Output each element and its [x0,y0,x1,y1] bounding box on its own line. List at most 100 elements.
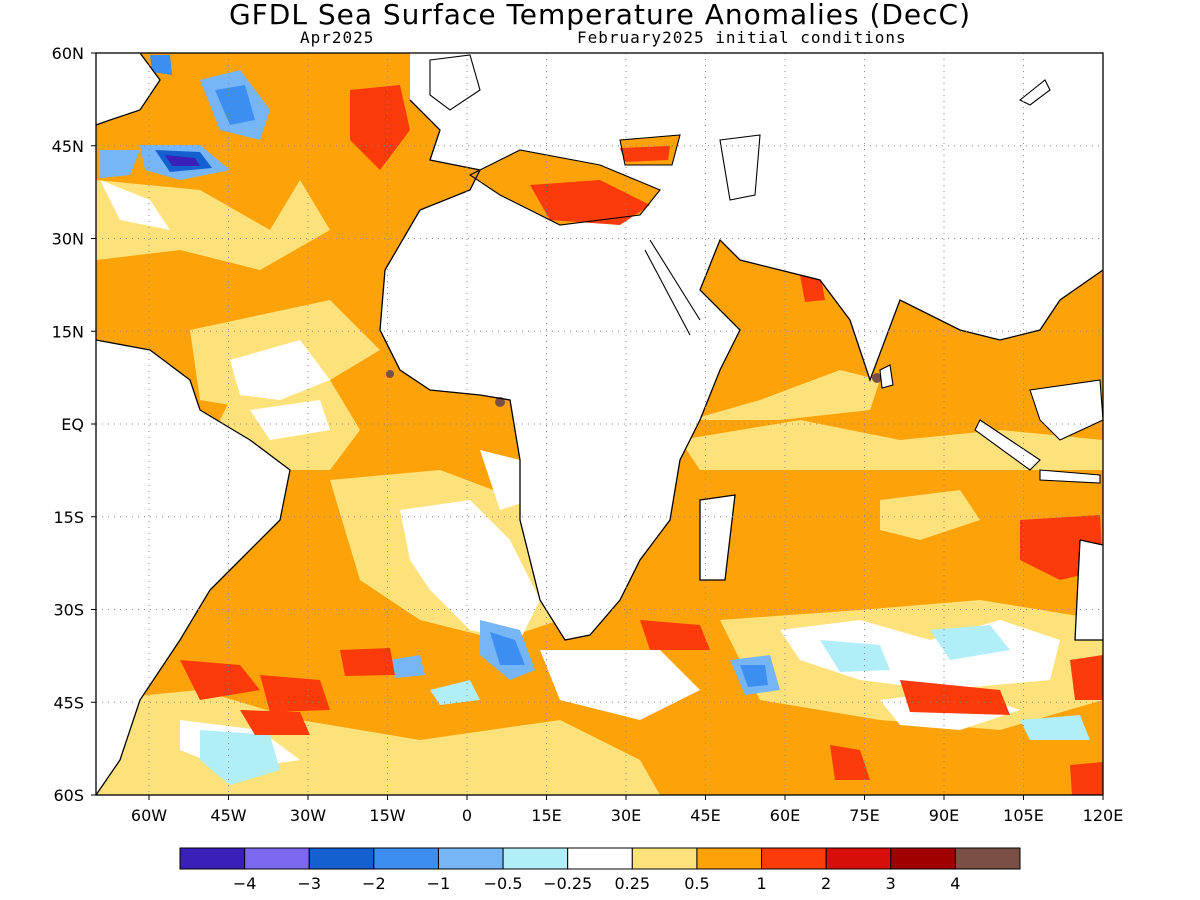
colorbar-label: −0.5 [484,874,523,893]
cold-anomaly [390,655,425,678]
lat-tick-label: 60N [52,44,84,63]
colorbar-swatch [502,847,569,870]
land-java [1039,469,1101,484]
land-sri-lanka [879,364,894,389]
colorbar-swatch [890,847,956,870]
lon-tick-label: 45W [210,806,246,825]
land-japan [1018,79,1051,106]
colorbar-label: −1 [427,874,451,893]
colorbar-label: 2 [821,874,831,893]
lat-tick-label: EQ [61,415,84,434]
neutral-zone [480,450,530,510]
colorbar-label: −0.25 [543,874,592,893]
warm-anomaly [900,680,1010,715]
colorbar-swatch [825,847,892,870]
longitude-axis: 60W 45W 30W 15W 0 15E 30E 45E 60E 75E 90E 105E 120E [131,795,1123,825]
lat-tick-label: 30S [53,601,84,620]
lat-tick-label: 45N [52,137,84,156]
colorbar-swatch [954,847,1021,870]
colorbar-swatch [631,847,698,870]
cold-anomaly [740,665,768,687]
colorbar-swatch [373,847,439,870]
weak-negative-zone [430,680,480,705]
lon-tick-label: 75E [849,806,879,825]
warm-anomaly [350,85,410,170]
lon-tick-label: 90E [929,806,959,825]
warm-anomaly [240,710,310,735]
coastline-mediterranean [468,149,661,226]
initial-conditions-label: February2025 initial conditions [577,28,907,47]
warm-anomaly [180,660,260,700]
colorbar-label: 1 [756,874,766,893]
extreme-anomaly [495,397,505,407]
colorbar-swatch [179,847,246,870]
warm-anomaly [1070,762,1103,795]
weak-negative-zone [820,640,890,672]
lon-tick-label: 45E [690,806,720,825]
colorbar-label: 0.5 [684,874,709,893]
land-britain [429,54,481,111]
lon-tick-label: 60E [770,806,800,825]
cold-anomaly [490,632,525,665]
lat-tick-label: 15N [52,322,84,341]
land-south-america [96,340,290,795]
colorbar-label: 3 [886,874,896,893]
neutral-zone [400,500,540,640]
lon-tick-label: 30E [611,806,641,825]
lat-tick-label: 45S [53,693,84,712]
cold-anomaly [100,150,140,178]
lon-tick-label: 0 [462,806,472,825]
neutral-zone [230,340,330,400]
coastline-africa-asia [379,99,1103,641]
map-grid [96,53,1103,795]
weak-negative-zone [200,730,280,785]
extreme-anomaly [872,373,882,383]
lon-tick-label: 15E [531,806,561,825]
land-north-america [96,53,160,125]
land-sumatra [974,419,1041,471]
cold-anomaly [165,155,200,166]
lon-tick-label: 60W [131,806,167,825]
lon-tick-label: 105E [1003,806,1044,825]
land-australia [1075,540,1103,640]
weak-negative-zone [1020,715,1090,740]
forecast-month-label: Apr2025 [300,28,375,47]
mediterranean-warm [530,180,650,225]
land-borneo [1029,379,1103,441]
neutral-zone [250,400,330,440]
colorbar-swatch [437,847,504,870]
colorbar-label: 4 [950,874,960,893]
coastline-black-sea [619,134,681,166]
red-sea-land [645,240,700,335]
anomaly-field [96,53,1103,795]
light-anomaly-zone [96,180,330,270]
lon-tick-label: 120E [1083,806,1124,825]
colorbar: −4 −3 −2 −1 −0.5 −0.25 0.25 0.5 1 2 3 4 [179,847,1021,893]
coastline-south-america [96,339,291,795]
warm-anomaly [640,620,710,650]
coastline-australia [1074,539,1103,641]
lat-tick-label: 60S [53,786,84,805]
neutral-zone [100,180,170,230]
lon-tick-label: 30W [290,806,326,825]
warm-anomaly [260,675,330,712]
warm-anomaly [830,745,870,780]
warm-anomaly [340,648,395,676]
light-anomaly-zone [880,490,980,540]
colorbar-label: −2 [362,874,386,893]
colorbar-label: −3 [297,874,321,893]
coastline-caspian-sea [719,134,761,201]
colorbar-swatch [696,847,763,870]
black-sea-warm [620,146,670,162]
latitude-axis: 60N 45N 30N 15N EQ 15S 30S 45S 60S [52,44,96,805]
warm-anomaly [1070,655,1103,700]
colorbar-swatch [567,847,633,870]
lon-tick-label: 15W [369,806,405,825]
lat-tick-label: 30N [52,230,84,249]
colorbar-swatch [308,847,375,870]
colorbar-label: −4 [233,874,257,893]
colorbar-swatch [761,847,827,870]
cold-anomaly [215,85,255,125]
lat-tick-label: 15S [53,508,84,527]
